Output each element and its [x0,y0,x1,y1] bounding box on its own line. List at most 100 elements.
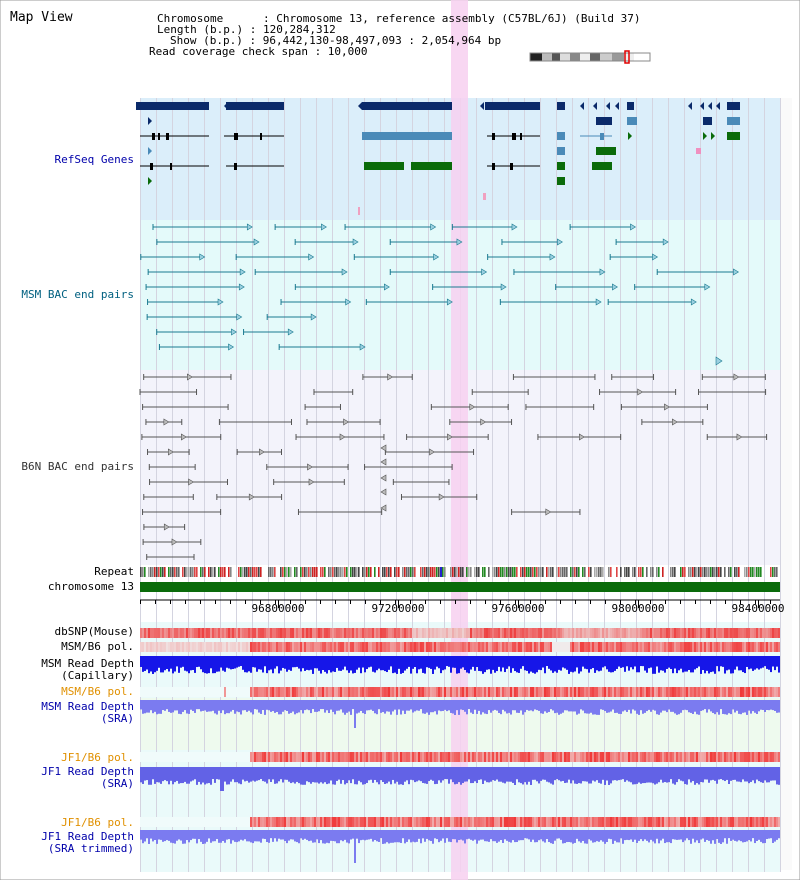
msm-b6-pol-mark [438,642,440,652]
dbsnp-mark [264,628,266,638]
msm-b6-pol-mark [148,642,150,652]
refseq-gene [727,132,740,140]
track-label-msm-b6-pol-1[interactable]: MSM/B6 pol. [61,640,134,653]
track-label-b6n-bac[interactable]: B6N BAC end pairs [21,460,134,473]
msm-bac-end-marker [733,268,739,276]
repeat-mark [152,567,154,577]
msm-depth-cap-bar [176,656,178,667]
track-label-msm-depth-sra[interactable]: MSM Read Depth (SRA) [41,700,134,725]
msm-b6-pol-2-mark [150,687,152,697]
jf1-depth-trim-bar [664,830,666,844]
msm-b6-pol-2-mark [198,687,200,697]
jf1-depth-trim-bar [212,830,214,842]
track-label-refseq[interactable]: RefSeq Genes [54,153,134,166]
jf1-depth-trim-bar [334,830,336,842]
jf1-b6-pol-mark [438,752,440,762]
msm-b6-pol-mark [556,642,558,652]
jf1-depth-trim-bar [316,830,318,840]
msm-b6-pol-mark [392,642,394,652]
msm-depth-sra-bar [436,700,438,715]
jf1-b6-pol-2-mark [460,817,462,827]
jf1-depth-sra-bar [682,767,684,782]
msm-b6-pol-2-mark [238,687,240,697]
track-label-dbsnp[interactable]: dbSNP(Mouse) [54,625,134,638]
jf1-b6-pol-2-mark [398,817,400,827]
jf1-depth-trim-bar [292,830,294,840]
track-label-msm-depth-capillary[interactable]: MSM Read Depth (Capillary) [41,657,134,682]
jf1-b6-pol-2-mark [606,817,608,827]
dbsnp-mark [508,628,510,638]
jf1-b6-pol-mark [660,752,662,762]
track-label-msm-bac[interactable]: MSM BAC end pairs [21,288,134,301]
jf1-b6-pol-2-mark [210,817,212,827]
repeat-mark [160,567,162,577]
track-label-msm-b6-pol-2[interactable]: MSM/B6 pol. [61,685,134,698]
msm-depth-sra-bar [538,700,540,711]
jf1-depth-trim-bar [754,830,756,844]
jf1-b6-pol-mark [398,752,400,762]
track-label-repeat[interactable]: Repeat [94,565,134,578]
dbsnp-mark [336,628,338,638]
dbsnp-mark [684,628,686,638]
msm-b6-pol-mark [494,642,496,652]
msm-b6-pol-2-mark [458,687,460,697]
msm-b6-pol-2-mark [192,687,194,697]
dbsnp-mark [180,628,182,638]
msm-b6-pol-mark [652,642,654,652]
msm-depth-sra-bar [558,700,560,715]
dbsnp-mark [420,628,422,638]
msm-b6-pol-mark [430,642,432,652]
jf1-depth-sra-bar [552,767,554,785]
jf1-b6-pol-mark [298,752,300,762]
jf1-depth-sra-bar [506,767,508,782]
jf1-b6-pol-2-mark [654,817,656,827]
msm-b6-pol-2-mark [240,687,242,697]
track-label-jf1-b6-pol-1[interactable]: JF1/B6 pol. [61,751,134,764]
repeat-mark [700,567,702,577]
msm-depth-sra-bar [308,700,310,711]
msm-b6-pol-2-mark [444,687,446,697]
jf1-b6-pol-2-mark [370,817,372,827]
track-label-jf1-b6-pol-2[interactable]: JF1/B6 pol. [61,816,134,829]
track-label-jf1-depth-sra[interactable]: JF1 Read Depth (SRA) [41,765,134,790]
axis-tick-label: 98000000 [612,602,665,615]
msm-b6-pol-2-mark [396,687,398,697]
msm-depth-sra-bar [590,700,592,713]
jf1-depth-trim-bar [526,830,528,839]
msm-b6-pol-mark [272,642,274,652]
msm-depth-sra-bar [454,700,456,715]
repeat-mark [528,567,530,577]
jf1-depth-trim-bar [536,830,538,843]
msm-depth-cap-bar [718,656,720,672]
msm-b6-pol-mark [658,642,660,652]
jf1-depth-sra-bar [154,767,156,784]
jf1-depth-trim-bar [156,830,158,844]
jf1-depth-trim-bar [468,830,470,839]
jf1-b6-pol-2-mark [154,817,156,827]
jf1-b6-pol-2-mark [396,817,398,827]
b6n-bac-end-marker [380,458,387,466]
jf1-depth-trim-bar [628,830,630,841]
jf1-depth-sra-bar [352,767,354,780]
repeat-mark [754,567,756,577]
repeat-mark [178,567,180,577]
jf1-depth-sra-bar [534,767,536,780]
repeat-mark [438,567,440,577]
msm-depth-cap-bar [328,656,330,671]
jf1-b6-pol-2-mark [218,817,220,827]
msm-b6-pol-2-mark [646,687,648,697]
track-label-jf1-depth-trimmed[interactable]: JF1 Read Depth (SRA trimmed) [41,830,134,855]
jf1-b6-pol-2-mark [422,817,424,827]
jf1-b6-pol-2-mark [470,817,472,827]
jf1-depth-sra-bar [614,767,616,781]
jf1-b6-pol-2-mark [394,817,396,827]
jf1-depth-trim-bar [234,830,236,842]
msm-depth-sra-bar [202,700,204,711]
jf1-depth-trim-bar [542,830,544,842]
msm-depth-cap-bar [214,656,216,674]
jf1-b6-pol-mark [590,752,592,762]
msm-b6-pol-mark [386,642,388,652]
jf1-depth-trim-bar [272,830,274,842]
jf1-b6-pol-2-mark [180,817,182,827]
dbsnp-mark [518,628,520,638]
